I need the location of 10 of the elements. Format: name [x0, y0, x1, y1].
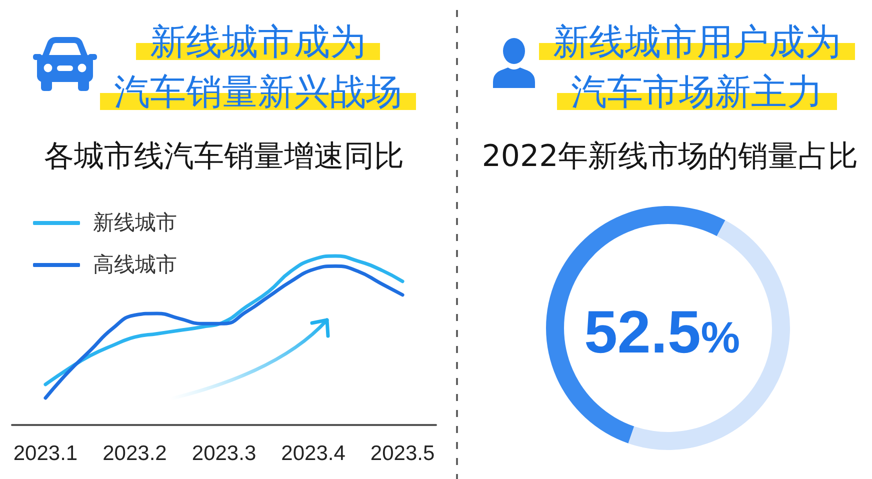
x-tick-label: 2023.2	[102, 442, 167, 465]
legend-label: 高线城市	[93, 254, 177, 276]
legend-label: 新线城市	[93, 212, 177, 234]
x-tick-label: 2023.3	[192, 442, 256, 465]
x-tick-label: 2023.4	[281, 442, 346, 465]
x-tick-label: 2023.1	[13, 442, 78, 465]
chart-subtitle: 各城市线汽车销量增速同比	[43, 139, 405, 175]
data-label: 52.5%	[584, 298, 740, 366]
x-tick-label: 2023.5	[370, 442, 435, 465]
chart-subtitle: 2022年新线市场的销量占比	[480, 139, 860, 175]
